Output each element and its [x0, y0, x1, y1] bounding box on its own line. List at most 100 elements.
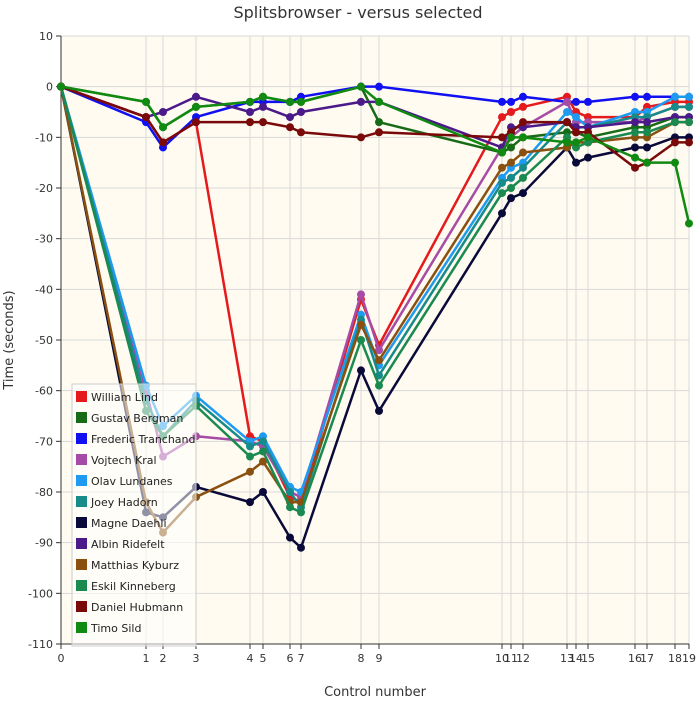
data-point[interactable]	[297, 128, 305, 137]
data-point[interactable]	[357, 366, 365, 375]
data-point[interactable]	[519, 118, 527, 127]
data-point[interactable]	[246, 118, 254, 127]
data-point[interactable]	[519, 148, 527, 157]
data-point[interactable]	[631, 118, 639, 127]
data-point[interactable]	[259, 447, 267, 456]
data-point[interactable]	[375, 97, 383, 106]
data-point[interactable]	[297, 97, 305, 106]
data-point[interactable]	[563, 138, 571, 147]
data-point[interactable]	[357, 320, 365, 329]
data-point[interactable]	[498, 133, 506, 142]
data-point[interactable]	[507, 97, 515, 106]
legend-item[interactable]: Joey Hadorn	[76, 496, 158, 509]
data-point[interactable]	[297, 543, 305, 552]
data-point[interactable]	[643, 118, 651, 127]
data-point[interactable]	[297, 508, 305, 517]
data-point[interactable]	[584, 133, 592, 142]
legend-item[interactable]: Magne Daehli	[76, 517, 167, 530]
data-point[interactable]	[259, 488, 267, 496]
data-point[interactable]	[507, 143, 515, 152]
data-point[interactable]	[498, 178, 506, 187]
legend-item[interactable]: William Lind	[76, 391, 158, 404]
data-point[interactable]	[563, 118, 571, 127]
data-point[interactable]	[246, 108, 254, 116]
legend-item[interactable]: Timo Sild	[76, 622, 141, 635]
data-point[interactable]	[631, 163, 639, 172]
data-point[interactable]	[671, 118, 679, 127]
data-point[interactable]	[57, 82, 65, 91]
data-point[interactable]	[357, 82, 365, 91]
legend-item[interactable]: Matthias Kyburz	[76, 559, 179, 572]
data-point[interactable]	[572, 158, 580, 167]
data-point[interactable]	[246, 452, 254, 461]
data-point[interactable]	[519, 133, 527, 142]
data-point[interactable]	[297, 108, 305, 116]
series-timo-sild[interactable]	[57, 82, 693, 228]
data-point[interactable]	[584, 97, 592, 106]
legend-item[interactable]: Frederic Tranchand	[76, 433, 196, 446]
data-point[interactable]	[159, 123, 167, 132]
data-point[interactable]	[572, 97, 580, 106]
data-point[interactable]	[572, 138, 580, 147]
data-point[interactable]	[507, 158, 515, 167]
data-point[interactable]	[631, 143, 639, 152]
data-point[interactable]	[286, 503, 294, 512]
legend-item[interactable]: Vojtech Kral	[76, 454, 157, 467]
data-point[interactable]	[584, 153, 592, 162]
data-point[interactable]	[375, 346, 383, 355]
data-point[interactable]	[507, 184, 515, 192]
data-point[interactable]	[498, 97, 506, 106]
data-point[interactable]	[685, 118, 693, 127]
data-point[interactable]	[563, 108, 571, 116]
data-point[interactable]	[375, 128, 383, 137]
data-point[interactable]	[192, 92, 200, 101]
data-point[interactable]	[357, 97, 365, 106]
data-point[interactable]	[643, 92, 651, 101]
data-point[interactable]	[671, 102, 679, 111]
data-point[interactable]	[286, 113, 294, 122]
data-point[interactable]	[643, 158, 651, 167]
legend-item[interactable]: Olav Lundanes	[76, 475, 173, 488]
data-point[interactable]	[286, 533, 294, 542]
data-point[interactable]	[192, 102, 200, 111]
data-point[interactable]	[286, 488, 294, 496]
data-point[interactable]	[246, 442, 254, 451]
data-point[interactable]	[519, 102, 527, 111]
data-point[interactable]	[519, 189, 527, 198]
data-point[interactable]	[519, 92, 527, 101]
data-point[interactable]	[507, 194, 515, 203]
data-point[interactable]	[357, 290, 365, 299]
data-point[interactable]	[507, 108, 515, 116]
data-point[interactable]	[498, 209, 506, 218]
data-point[interactable]	[685, 138, 693, 147]
legend-item[interactable]: Daniel Hubmann	[76, 601, 183, 614]
data-point[interactable]	[519, 173, 527, 182]
data-point[interactable]	[507, 173, 515, 182]
data-point[interactable]	[142, 113, 150, 122]
legend-item[interactable]: Eskil Kinneberg	[76, 580, 176, 593]
data-point[interactable]	[563, 97, 571, 106]
data-point[interactable]	[498, 163, 506, 172]
data-point[interactable]	[572, 128, 580, 137]
data-point[interactable]	[142, 97, 150, 106]
data-point[interactable]	[631, 153, 639, 162]
data-point[interactable]	[498, 148, 506, 157]
data-point[interactable]	[498, 189, 506, 198]
data-point[interactable]	[519, 163, 527, 172]
data-point[interactable]	[259, 92, 267, 101]
data-point[interactable]	[375, 406, 383, 415]
data-point[interactable]	[259, 102, 267, 111]
data-point[interactable]	[671, 138, 679, 147]
data-point[interactable]	[643, 143, 651, 152]
data-point[interactable]	[357, 133, 365, 142]
legend-item[interactable]: Albin Ridefelt	[76, 538, 165, 551]
data-point[interactable]	[671, 158, 679, 167]
data-point[interactable]	[631, 92, 639, 101]
data-point[interactable]	[192, 118, 200, 127]
data-point[interactable]	[159, 138, 167, 147]
data-point[interactable]	[259, 437, 267, 446]
data-point[interactable]	[685, 92, 693, 101]
data-point[interactable]	[671, 92, 679, 101]
legend-item[interactable]: Gustav Bergman	[76, 412, 183, 425]
data-point[interactable]	[498, 113, 506, 122]
